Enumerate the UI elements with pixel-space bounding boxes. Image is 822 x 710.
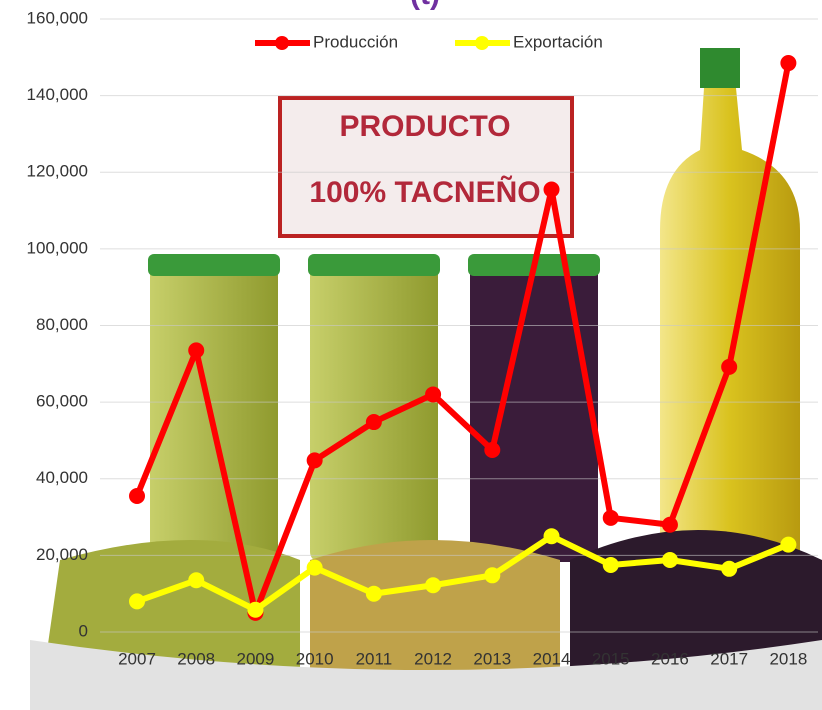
legend-label: Exportación [513,32,603,51]
point [129,487,146,504]
chart-title: (t) [410,0,440,11]
y-tick-label: 20,000 [36,545,88,564]
annotation: PRODUCTO [339,110,510,143]
x-tick-label: 2012 [414,649,452,668]
point [602,509,619,526]
point [661,551,678,568]
point [306,452,323,469]
point [365,414,382,431]
y-tick-label: 100,000 [27,238,88,257]
point [780,55,797,72]
series-line [136,533,790,613]
point [365,585,382,602]
point [247,601,264,618]
x-tick-label: 2015 [592,649,630,668]
y-tick-label: 60,000 [36,392,88,411]
x-tick-label: 2013 [473,649,511,668]
y-tick-label: 120,000 [27,162,88,181]
point [543,181,560,198]
point [661,516,678,533]
x-tick-label: 2018 [769,649,807,668]
point [484,442,501,459]
x-tick-label: 2007 [118,649,156,668]
x-tick-label: 2017 [710,649,748,668]
series-line [134,62,792,616]
annotation: 100% TACNEÑO [309,175,540,209]
x-tick-label: 2016 [651,649,689,668]
y-tick-label: 140,000 [27,85,88,104]
point [425,386,442,403]
x-tick-label: 2014 [533,649,571,668]
x-tick-label: 2011 [356,649,393,668]
background-illustration [30,48,822,710]
point [602,556,619,573]
legend-marker [275,36,289,50]
x-tick-label: 2008 [177,649,215,668]
point [543,528,560,545]
x-tick-label: 2010 [296,649,334,668]
point [188,572,205,589]
x-tick-label: 2009 [237,649,275,668]
point [484,567,501,584]
y-tick-label: 0 [79,621,88,640]
legend-label: Producción [313,32,398,51]
point [306,559,323,576]
point [780,536,797,553]
point [129,593,146,610]
point [188,342,205,359]
y-tick-label: 80,000 [36,315,88,334]
y-tick-label: 160,000 [27,8,88,27]
point [425,577,442,594]
point [721,560,738,577]
legend-marker [475,36,489,50]
y-tick-label: 40,000 [36,468,88,487]
point [721,358,738,375]
